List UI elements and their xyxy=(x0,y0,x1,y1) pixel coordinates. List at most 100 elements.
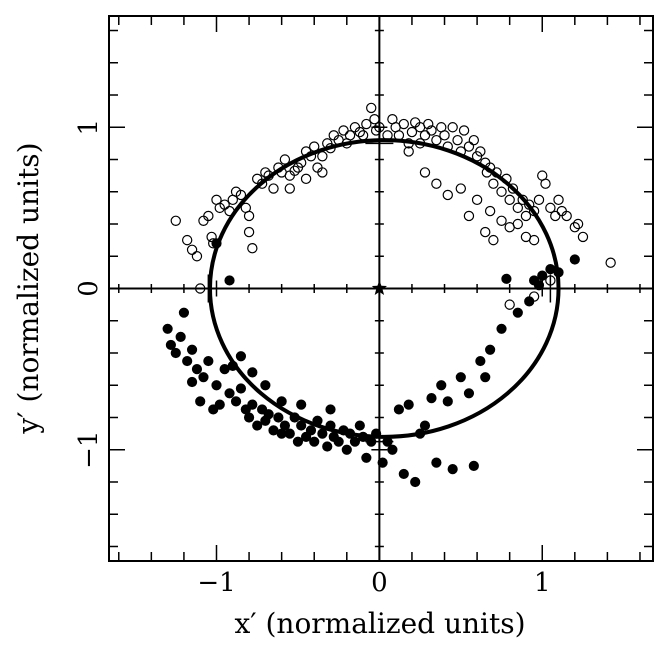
open-point xyxy=(504,194,515,206)
open-point xyxy=(317,167,328,178)
filled-point xyxy=(165,339,176,351)
open-point xyxy=(338,125,349,136)
open-point xyxy=(344,130,356,141)
filled-point xyxy=(230,396,242,407)
open-point xyxy=(419,167,431,178)
filled-point xyxy=(198,372,209,383)
open-point xyxy=(243,226,255,238)
open-point xyxy=(447,122,458,133)
filled-point xyxy=(341,444,352,455)
open-point xyxy=(203,210,214,222)
filled-point xyxy=(224,275,235,286)
filled-point xyxy=(276,396,287,407)
open-point xyxy=(550,210,561,222)
filled-point xyxy=(349,436,361,447)
open-point xyxy=(354,126,366,138)
filled-point xyxy=(393,404,405,415)
open-point xyxy=(553,194,564,206)
open-point xyxy=(540,178,551,189)
filled-point xyxy=(524,296,535,307)
open-point xyxy=(471,194,483,206)
open-point xyxy=(528,234,540,246)
open-point xyxy=(186,244,198,256)
open-point xyxy=(545,202,556,214)
y-tick-label: 0 xyxy=(74,280,104,297)
x-axis-title: x′ (normalized units) xyxy=(234,607,525,640)
filled-point xyxy=(442,396,453,407)
open-point xyxy=(431,134,442,146)
open-point xyxy=(317,151,328,162)
filled-point xyxy=(182,355,193,367)
open-point xyxy=(439,130,450,141)
open-point xyxy=(289,165,300,176)
filled-point xyxy=(322,441,333,452)
filled-point xyxy=(512,307,523,318)
filled-point xyxy=(333,436,344,447)
open-point xyxy=(206,231,217,243)
x-tick-label: −1 xyxy=(197,568,235,598)
open-point xyxy=(520,210,532,222)
open-point xyxy=(284,183,295,194)
open-point xyxy=(431,178,442,189)
open-point xyxy=(512,202,524,214)
filled-point xyxy=(214,399,225,410)
open-point xyxy=(512,218,524,230)
open-point xyxy=(468,134,480,146)
open-point xyxy=(605,257,616,268)
filled-point xyxy=(252,420,263,431)
open-point xyxy=(423,118,434,130)
filled-point xyxy=(398,468,409,480)
filled-point xyxy=(170,347,181,359)
filled-point xyxy=(436,380,447,391)
open-point xyxy=(442,189,453,201)
open-point xyxy=(496,186,507,197)
filled-point xyxy=(186,376,198,388)
filled-point xyxy=(243,412,255,423)
open-point xyxy=(366,102,377,114)
filled-point xyxy=(419,420,431,431)
open-point xyxy=(279,154,291,165)
filled-point xyxy=(224,388,235,399)
filled-point xyxy=(235,383,247,394)
filled-point xyxy=(569,254,580,265)
open-point xyxy=(361,118,372,130)
open-point xyxy=(235,189,247,201)
filled-point xyxy=(410,476,421,488)
filled-point xyxy=(431,457,442,468)
filled-point xyxy=(162,323,173,334)
open-point xyxy=(357,130,369,141)
open-point xyxy=(488,178,499,189)
open-point xyxy=(369,113,380,125)
open-point xyxy=(496,215,507,226)
filled-point xyxy=(354,420,365,431)
plot-area: −1 0 1 −1 0 1 xyxy=(74,15,654,598)
filled-point xyxy=(203,355,214,367)
open-point xyxy=(484,205,496,217)
filled-point xyxy=(260,380,271,391)
open-point xyxy=(300,173,312,185)
filled-point xyxy=(485,344,496,355)
open-point xyxy=(374,122,385,133)
filled-point xyxy=(455,372,466,383)
filled-point xyxy=(247,367,258,378)
open-point xyxy=(452,134,463,146)
filled-point xyxy=(537,270,548,281)
center-star-marker xyxy=(371,280,387,295)
open-point xyxy=(181,234,193,246)
open-point xyxy=(463,141,475,152)
filled-point xyxy=(296,399,307,410)
open-point xyxy=(463,210,475,222)
filled-point xyxy=(463,388,475,399)
open-point xyxy=(247,242,258,254)
open-point xyxy=(561,210,572,222)
open-point xyxy=(419,130,431,141)
y-tick-label: −1 xyxy=(74,431,104,469)
open-point xyxy=(569,222,581,233)
filled-point xyxy=(284,428,295,439)
open-point xyxy=(191,251,203,262)
open-point xyxy=(219,199,230,210)
open-point xyxy=(260,167,271,178)
filled-point xyxy=(480,372,491,383)
filled-point xyxy=(263,409,274,420)
